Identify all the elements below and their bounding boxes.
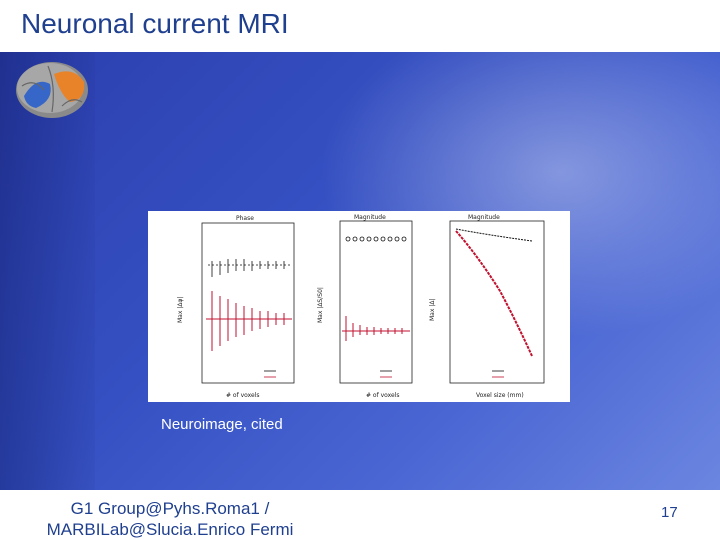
figure-image: Phase Max |Δφ| # of voxels (148, 211, 570, 402)
slide-title: Neuronal current MRI (21, 8, 289, 39)
panel-axes-phase (201, 222, 295, 384)
figure-plots: Phase Max |Δφ| # of voxels (177, 214, 545, 399)
panel-axes-magnitude-1 (339, 220, 413, 384)
page-number: 17 (661, 504, 678, 521)
panel-xlabel-magnitude-2: Voxel size (mm) (476, 392, 524, 399)
slide-footer: G1 Group@Pyhs.Roma1 / MARBILab@Slucia.En… (46, 499, 294, 539)
panel-xlabel-phase: # of voxels (226, 392, 260, 399)
panel-title-phase: Phase (236, 215, 254, 222)
panel-title-magnitude-1: Magnitude (354, 214, 386, 221)
panel-axes-magnitude-2 (449, 220, 545, 384)
panel-ylabel-phase: Max |Δφ| (177, 297, 184, 323)
panel-ylabel-magnitude-1: Max |ΔS/S0| (317, 287, 324, 323)
panel-ylabel-magnitude-2: Max |Δ| (429, 299, 436, 321)
panel-xlabel-magnitude-1: # of voxels (366, 392, 400, 399)
panel-phase: Phase Max |Δφ| # of voxels (177, 215, 295, 399)
slide-content-area (0, 52, 720, 490)
panel-magnitude-2: Magnitude Max |Δ| Voxel size (mm) (429, 214, 545, 399)
panel-magnitude-1: Magnitude Max |ΔS/S0| # of voxels (317, 214, 413, 399)
panel-title-magnitude-2: Magnitude (468, 214, 500, 221)
side-panel (0, 52, 95, 490)
brain-logo-icon (16, 62, 88, 118)
figure-caption: Neuroimage, cited (161, 416, 283, 433)
